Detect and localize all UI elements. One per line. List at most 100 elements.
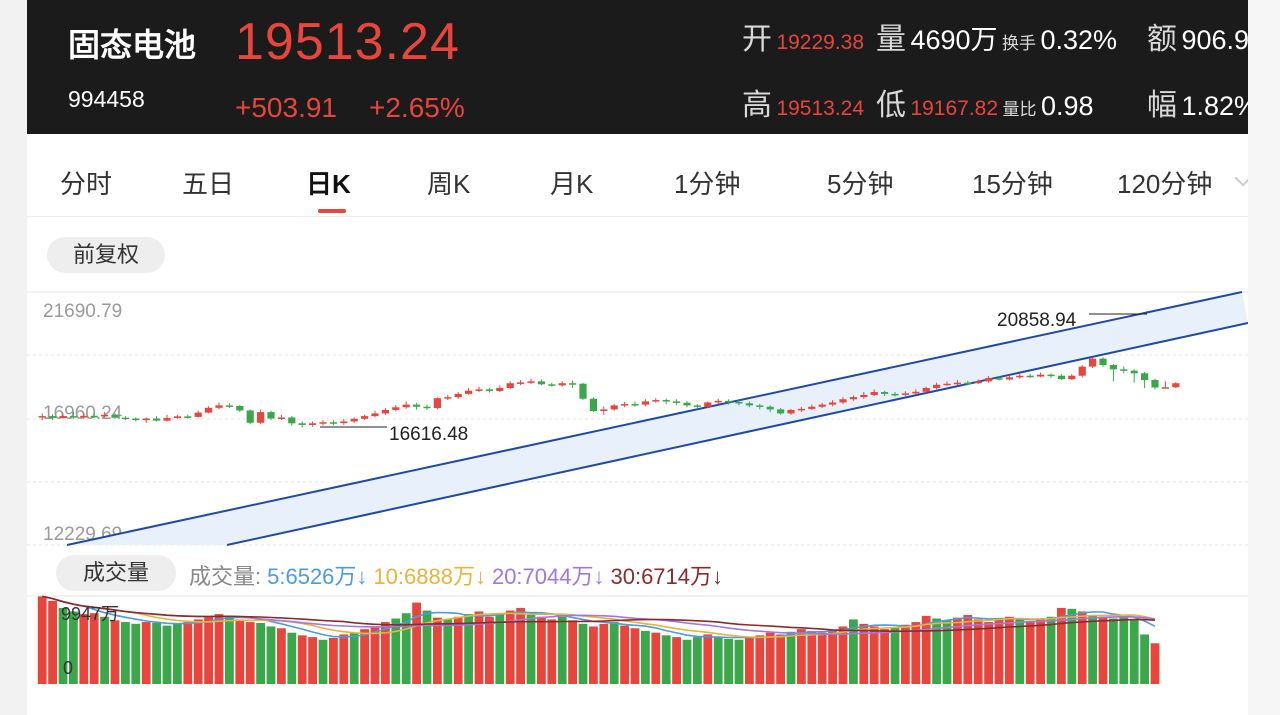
- price-change: +503.91: [235, 92, 337, 123]
- volume-bar: [1109, 618, 1118, 684]
- volume-ma-legend: 成交量: 5:6526万↓ 10:6888万↓ 20:7044万↓ 30:6714万↓: [189, 564, 724, 589]
- volume-bar: [100, 616, 109, 684]
- adjust-button[interactable]: 前复权: [47, 237, 165, 273]
- candle-body: [340, 421, 348, 424]
- stat-volume: 量 4690万 换手 0.32%: [876, 23, 1117, 56]
- volume-bar: [1077, 611, 1087, 684]
- amplitude-value: 1.82%: [1181, 91, 1248, 121]
- candle-body: [600, 409, 608, 412]
- volume-bar: [1057, 607, 1066, 684]
- candle-body: [1089, 358, 1097, 367]
- volume-bar: [58, 607, 68, 684]
- tab-intraday[interactable]: 分时: [60, 169, 113, 199]
- volume-bar: [1119, 615, 1129, 684]
- volume-bar: [464, 614, 473, 684]
- candle-body: [964, 382, 972, 385]
- candle-body: [163, 417, 171, 421]
- volume-bar: [474, 611, 484, 684]
- volume-bar: [37, 596, 47, 684]
- volume-bar: [765, 632, 775, 684]
- candle-body: [392, 407, 400, 410]
- candle-body: [1068, 375, 1076, 380]
- candle-body: [662, 400, 670, 402]
- volume-bar: [932, 618, 941, 684]
- candle-body: [1151, 379, 1159, 388]
- candle-body: [277, 417, 285, 419]
- candle-body: [537, 381, 545, 385]
- volume-bar: [131, 623, 141, 684]
- volume-bar: [79, 614, 89, 684]
- candle-body: [579, 383, 587, 399]
- volume-bar: [225, 616, 234, 684]
- candle-body: [444, 397, 452, 399]
- tab-daily-k[interactable]: 日K: [306, 169, 351, 199]
- candle-body: [839, 399, 847, 403]
- volume-bar: [401, 613, 411, 684]
- candle-body: [225, 405, 233, 407]
- low-annotation: 16616.48: [389, 424, 468, 445]
- volume-bar: [609, 622, 619, 684]
- stat-high: 高 19513.24: [742, 89, 865, 122]
- candle-body: [829, 402, 837, 405]
- volume-chart[interactable]: 9947万 0: [27, 594, 1248, 686]
- tab-weekly-k[interactable]: 周K: [427, 169, 471, 199]
- y-axis-tick-label: 21690.79: [43, 301, 122, 322]
- candle-body: [1057, 375, 1065, 380]
- volume-bar: [505, 610, 515, 684]
- candle-body: [49, 416, 57, 418]
- candle-body: [257, 412, 265, 423]
- candle-body: [1109, 365, 1117, 370]
- volume-bar: [110, 620, 120, 684]
- candle-body: [142, 418, 150, 421]
- volume-bar: [693, 637, 702, 684]
- candle-body: [371, 413, 379, 417]
- candle-body: [288, 417, 296, 424]
- ma20-legend: 20:7044万↓: [491, 564, 605, 589]
- active-tab-indicator: [318, 209, 346, 213]
- tab-five-day[interactable]: 五日: [182, 169, 235, 199]
- tab-15min[interactable]: 15分钟: [972, 169, 1053, 199]
- candle-body: [569, 383, 577, 385]
- candle-body: [1099, 358, 1107, 366]
- tab-5min[interactable]: 5分钟: [827, 169, 894, 199]
- candle-body: [714, 400, 722, 403]
- tab-120min[interactable]: 120分钟: [1117, 169, 1213, 199]
- candle-body: [652, 400, 660, 402]
- volume-bar: [568, 620, 577, 684]
- open-value: 19229.38: [776, 31, 865, 54]
- volume-bar: [121, 622, 130, 684]
- volume-bar: [828, 630, 837, 684]
- candle-body: [236, 405, 244, 411]
- volume-bar: [651, 632, 661, 684]
- tab-1min[interactable]: 1分钟: [674, 169, 741, 199]
- candle-body: [673, 401, 681, 403]
- candle-body: [413, 404, 421, 407]
- volume-bar: [776, 634, 785, 684]
- volume-bar: [599, 623, 609, 684]
- volume-bar: [963, 614, 973, 684]
- volume-bar: [973, 619, 983, 684]
- candle-body: [995, 378, 1003, 380]
- tab-monthly-k[interactable]: 月K: [550, 169, 594, 199]
- volume-bar: [453, 616, 463, 684]
- volume-bar: [984, 622, 993, 684]
- candle-body: [1016, 375, 1024, 378]
- volume-bar: [672, 637, 681, 684]
- volume-bar: [890, 627, 900, 684]
- ma5-legend: 5:6526万↓: [267, 564, 368, 589]
- candle-body: [953, 382, 961, 385]
- volume-bar: [745, 637, 754, 684]
- right-edge-panel: [1248, 0, 1280, 715]
- volume-bar: [443, 619, 453, 684]
- candle-body: [860, 394, 868, 398]
- candle-body: [1026, 375, 1034, 378]
- candle-body: [735, 401, 743, 404]
- volume-indicator-button[interactable]: 成交量: [56, 555, 176, 591]
- volume-bar: [786, 631, 796, 684]
- candle-body: [683, 402, 691, 406]
- volume-bar: [1046, 616, 1056, 684]
- volume-bar: [422, 610, 432, 684]
- candle-body: [974, 381, 982, 384]
- candle-body: [465, 390, 473, 394]
